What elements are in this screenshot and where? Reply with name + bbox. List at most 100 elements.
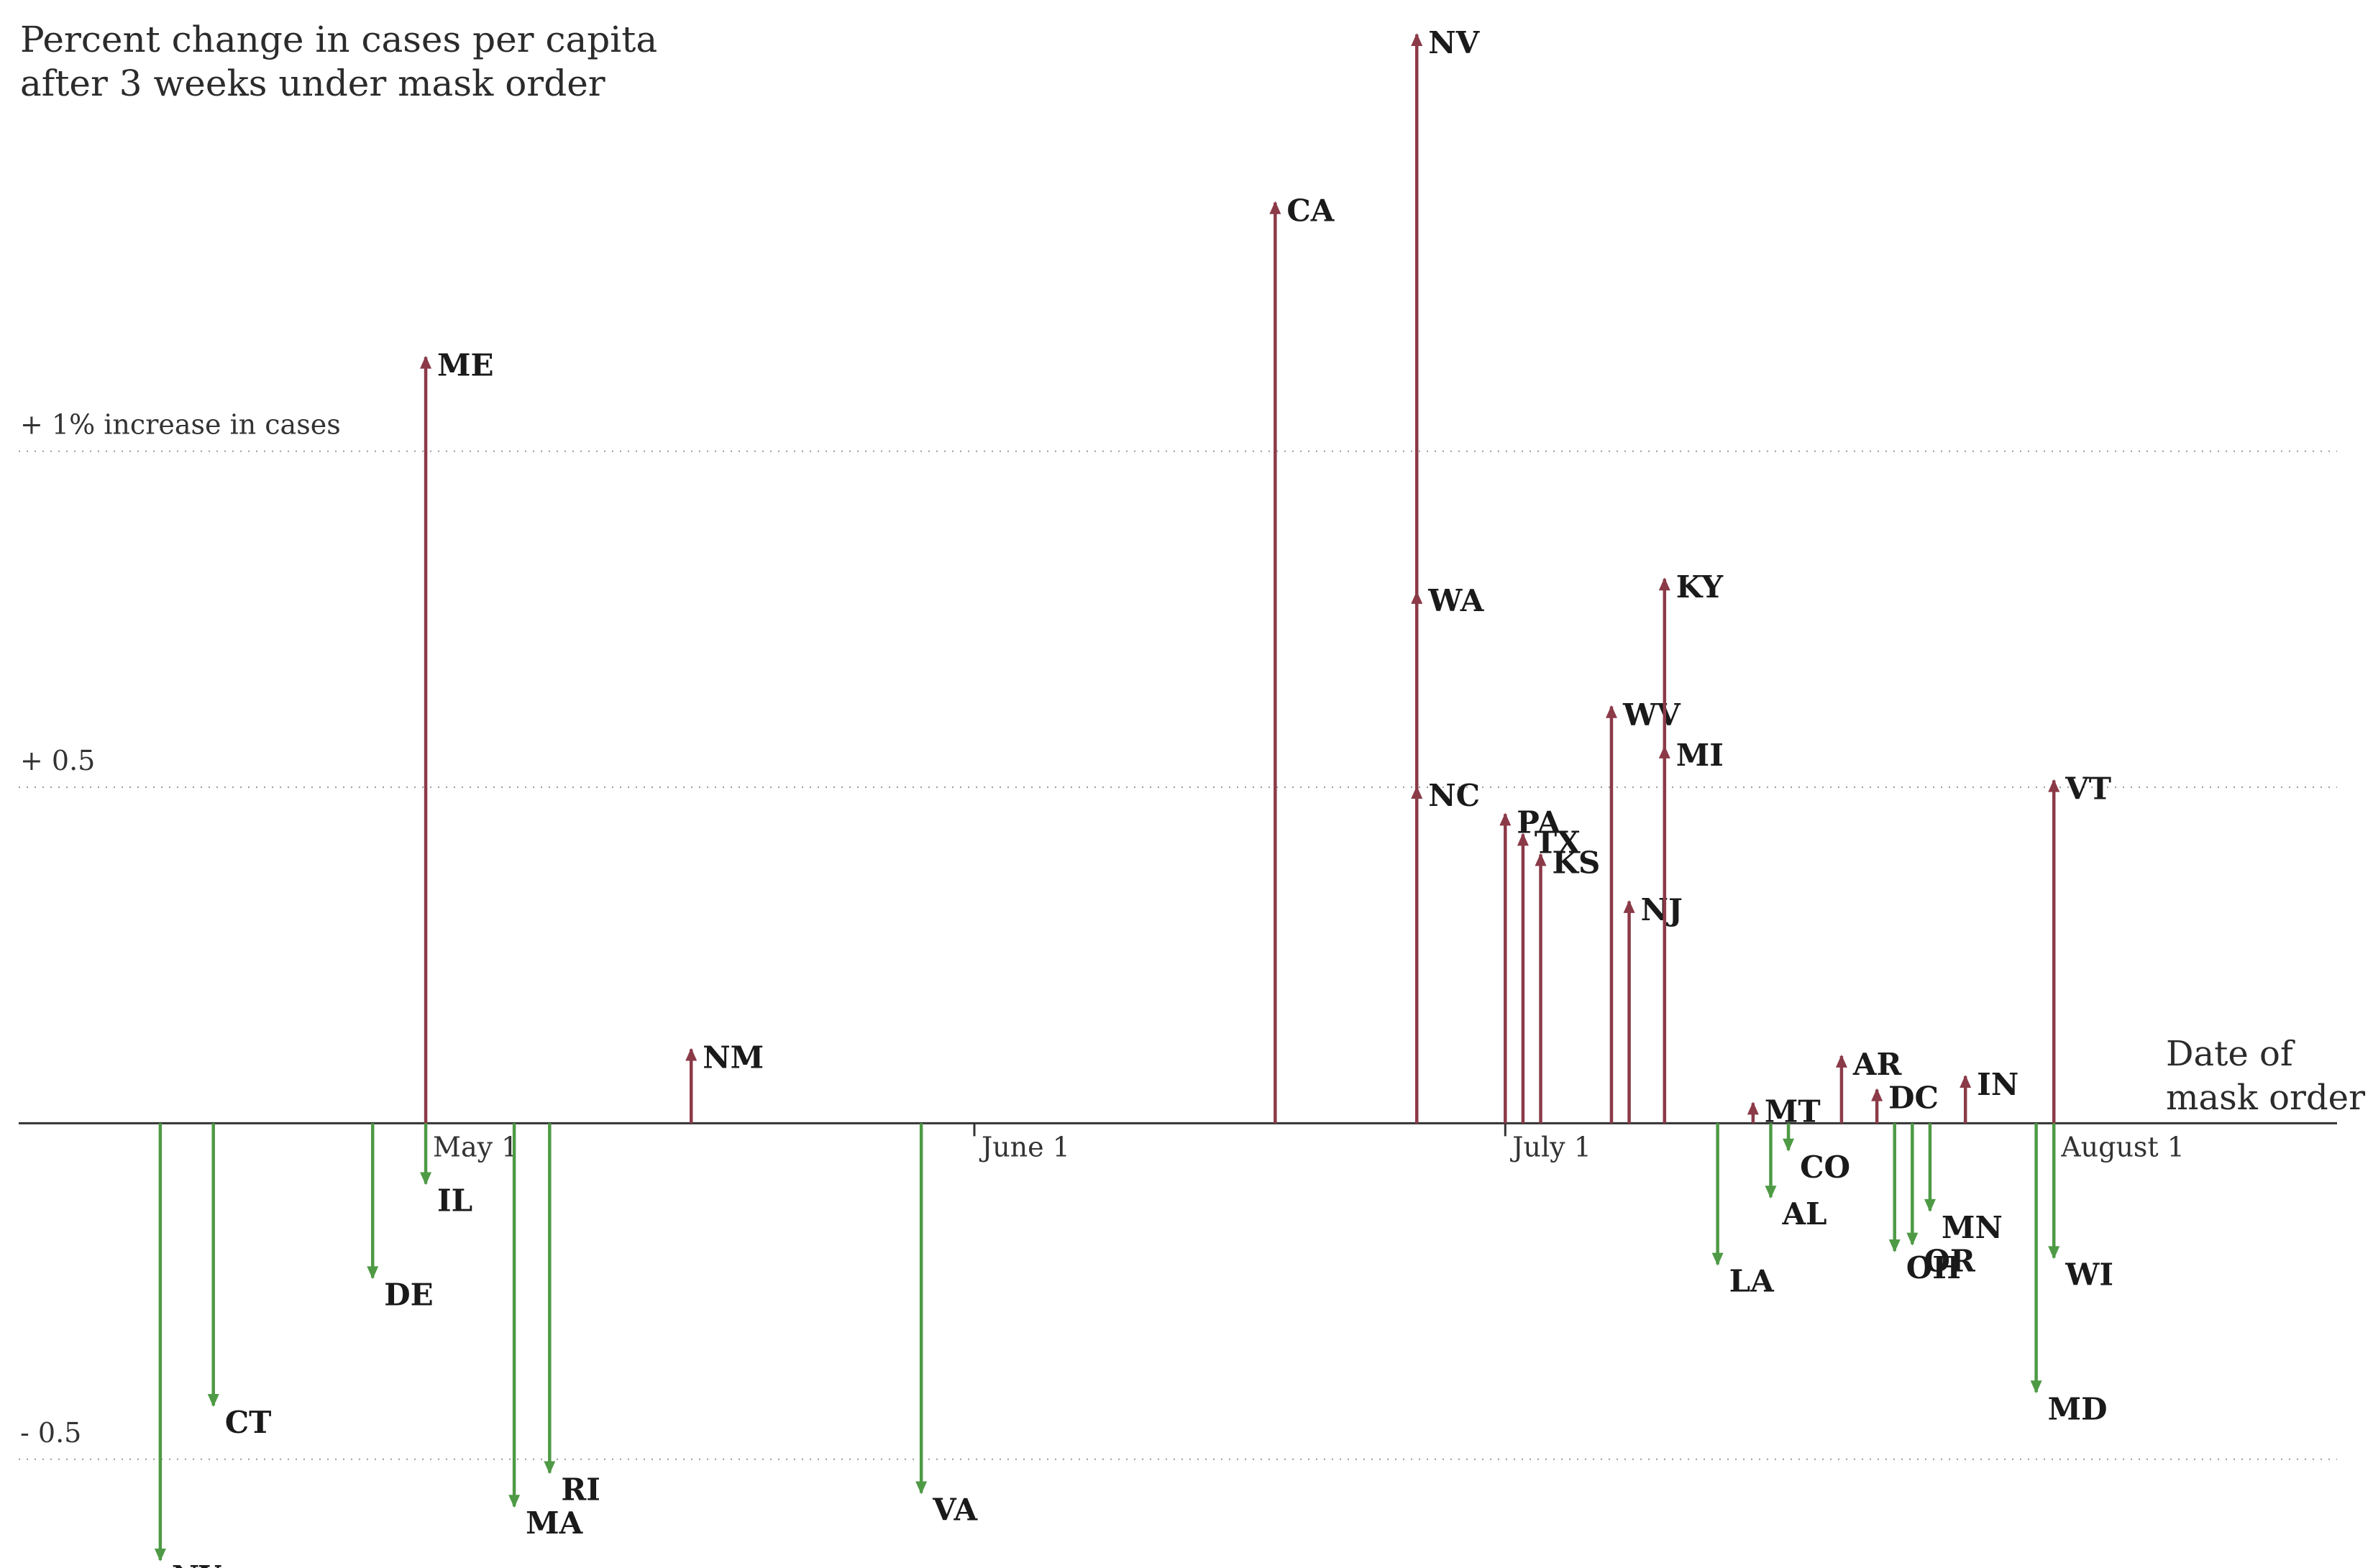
x-axis-title-line-2: mask order [2166, 1078, 2365, 1118]
state-label: OH [1906, 1250, 1961, 1285]
y-gridline-label: - 0.5 [20, 1417, 81, 1449]
state-label: KS [1553, 845, 1601, 880]
y-gridline-label: + 0.5 [20, 745, 95, 776]
arrow-head [207, 1393, 219, 1407]
x-axis-title: Date of mask order [2166, 1034, 2365, 1118]
arrow-head [2048, 779, 2060, 792]
state-label: ME [437, 348, 494, 383]
arrow-head [508, 1495, 521, 1508]
state-label: PA [1517, 804, 1562, 840]
state-label: NC [1428, 778, 1480, 813]
state-label: DE [384, 1277, 433, 1312]
state-label: NJ [1641, 892, 1683, 927]
arrow-head [1658, 745, 1670, 758]
arrow-al: AL [1765, 1123, 1827, 1232]
chart-title: Percent change in cases per capita after… [20, 19, 657, 104]
arrow-mn: MN [1924, 1123, 2003, 1245]
arrow-head [1960, 1074, 1972, 1088]
arrow-head [154, 1549, 166, 1562]
chart-title-line-1: Percent change in cases per capita [20, 19, 657, 60]
state-label: MT [1765, 1094, 1821, 1129]
arrow-head [1605, 705, 1617, 718]
state-label: KY [1676, 569, 1724, 605]
state-label: AR [1852, 1047, 1903, 1082]
arrow-head [1623, 899, 1635, 913]
arrow-head [2048, 1246, 2060, 1260]
state-label: DC [1888, 1081, 1939, 1116]
arrow-md: MD [2030, 1123, 2108, 1426]
arrow-head [1499, 812, 1512, 826]
arrow-head [420, 1172, 432, 1186]
arrow-wi: WI [2048, 1123, 2113, 1292]
arrow-head [1835, 1054, 1847, 1068]
state-label: MA [526, 1505, 583, 1541]
arrow-head [1269, 201, 1281, 214]
arrow-de: DE [367, 1123, 434, 1312]
arrow-head [1783, 1138, 1795, 1152]
x-axis-title-line-1: Date of [2166, 1034, 2295, 1074]
arrow-head [367, 1266, 379, 1280]
arrow-ca: CA [1269, 193, 1335, 1124]
arrow-head [1765, 1186, 1777, 1199]
arrow-nj: NJ [1623, 892, 1683, 1124]
arrow-head [1658, 577, 1670, 591]
arrow-ky: KY [1658, 569, 1724, 1124]
arrow-head [1517, 833, 1529, 846]
arrow-head [1924, 1198, 1936, 1212]
state-label: OR [1924, 1244, 1976, 1279]
x-axis-ticks: May 1 June 1 July 1 August 1 [424, 1123, 2185, 1163]
arrow-vt: VT [2048, 771, 2111, 1124]
state-label: MI [1676, 738, 1724, 773]
arrow-head [420, 355, 432, 369]
arrow-oh: OH [1888, 1123, 1961, 1285]
arrow-head [1906, 1232, 1919, 1246]
arrow-la: LA [1711, 1123, 1775, 1299]
state-label: IL [437, 1183, 472, 1219]
state-label: TX [1535, 825, 1581, 860]
arrow-nc: NC [1411, 778, 1480, 1124]
state-label: VT [2065, 771, 2111, 807]
arrow-pa: PA [1499, 804, 1562, 1124]
x-tick-label: July 1 [1509, 1131, 1591, 1163]
y-gridline-label: + 1% increase in cases [20, 409, 341, 441]
state-label: IN [1977, 1067, 2018, 1102]
state-label: MN [1942, 1210, 2003, 1245]
state-label: MD [2048, 1391, 2108, 1426]
arrow-va: VA [915, 1123, 978, 1528]
state-label: VA [932, 1493, 978, 1528]
state-label: RI [561, 1472, 600, 1507]
arrow-tx: TX [1517, 825, 1581, 1124]
arrow-ct: CT [207, 1123, 272, 1440]
arrow-head [1888, 1239, 1901, 1252]
x-tick-label: August 1 [2060, 1131, 2185, 1163]
arrow-head [1711, 1252, 1724, 1266]
arrow-wv: WV [1605, 697, 1681, 1124]
state-label: CA [1286, 193, 1335, 229]
arrow-me: ME [420, 348, 494, 1124]
arrow-ny: NY [154, 1123, 221, 1568]
arrow-head [685, 1047, 698, 1061]
state-label: CT [225, 1405, 272, 1440]
arrow-wa: WA [1411, 583, 1485, 1124]
state-label: CO [1800, 1150, 1850, 1185]
x-tick-label: June 1 [979, 1131, 1070, 1163]
arrow-dc: DC [1871, 1081, 1939, 1124]
arrow-in: IN [1960, 1067, 2018, 1124]
arrow-co: CO [1783, 1123, 1850, 1185]
arrow-head [915, 1481, 928, 1495]
state-label: NV [1428, 25, 1480, 60]
arrow-mi: MI [1658, 738, 1724, 1124]
arrow-or: OR [1906, 1123, 1976, 1279]
arrow-ar: AR [1835, 1047, 1903, 1124]
arrow-head [1871, 1088, 1883, 1101]
arrow-il: IL [420, 1123, 472, 1219]
arrow-head [544, 1461, 556, 1475]
arrow-nv: NV [1411, 25, 1481, 1124]
arrow-ma: MA [508, 1123, 584, 1541]
state-label: AL [1781, 1196, 1826, 1232]
arrow-head [1411, 590, 1423, 604]
arrow-ks: KS [1535, 845, 1601, 1124]
state-label: LA [1729, 1264, 1775, 1299]
